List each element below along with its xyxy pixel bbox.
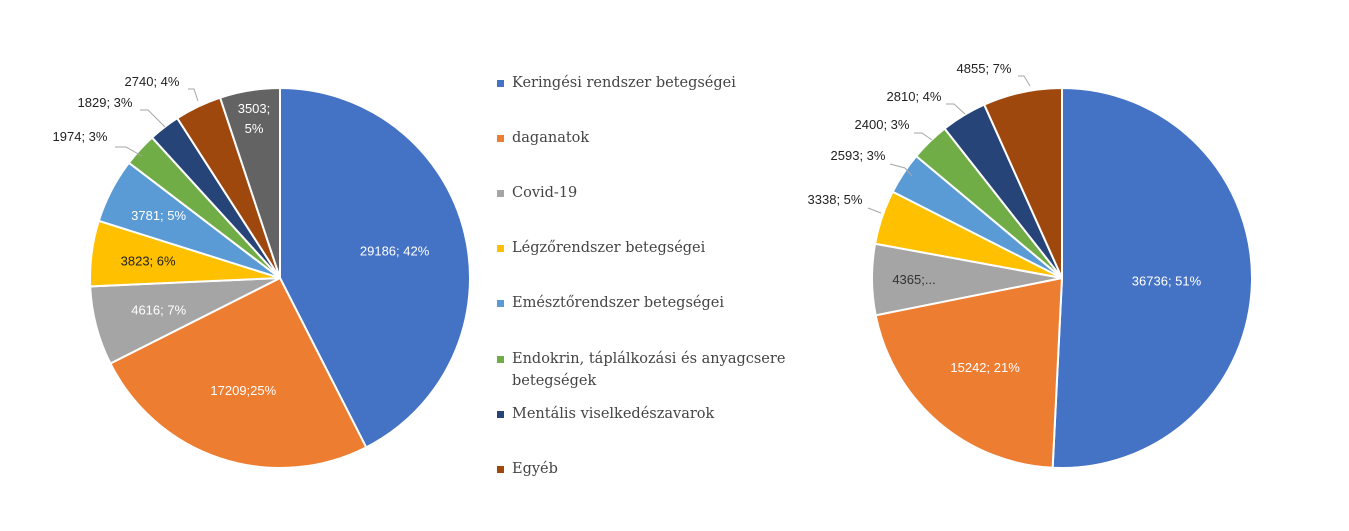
legend-label: Keringési rendszer betegségei <box>512 75 736 91</box>
pie-slice <box>218 86 281 279</box>
data-label: 1829; 3% <box>78 95 133 110</box>
data-label: 2810; 4% <box>887 89 942 104</box>
pie-chart-left: 29186; 42% 17209;25% 4616; 7% 3823; 6% 3781;… <box>53 74 471 469</box>
data-label: 1974; 3% <box>53 129 108 144</box>
leader-line <box>140 109 166 128</box>
pie-chart-right: 36736; 51% 15242; 21% 4365;... 3338; 5% 2593… <box>808 61 1253 469</box>
leader-line <box>914 132 933 141</box>
legend-swatch <box>497 80 504 87</box>
data-label: 2400; 3% <box>855 117 910 132</box>
leader-line <box>867 207 882 214</box>
legend-swatch <box>497 245 504 252</box>
data-label: 5% <box>245 121 264 136</box>
legend-swatch <box>497 411 504 418</box>
legend-swatch <box>497 356 504 363</box>
data-label: 29186; 42% <box>360 244 430 259</box>
legend-label: Emésztőrendszer betegségei <box>512 295 724 311</box>
legend-swatch <box>497 190 504 197</box>
legend-label: Mentális viselkedészavarok <box>512 406 715 422</box>
data-label: 15242; 21% <box>950 360 1020 375</box>
leader-line <box>115 146 143 157</box>
data-label: 4616; 7% <box>131 303 186 318</box>
data-label: 2593; 3% <box>831 148 886 163</box>
pie-slice <box>982 86 1063 279</box>
data-label: 2740; 4% <box>125 74 180 89</box>
data-label: 3338; 5% <box>808 192 863 207</box>
pie-slice <box>1051 86 1253 469</box>
data-label: 4855; 7% <box>957 61 1012 76</box>
legend-label: Légzőrendszer betegségei <box>512 240 706 256</box>
pie-slice <box>108 276 368 469</box>
leader-line <box>1018 75 1031 87</box>
legend-label: Egyéb <box>512 461 558 477</box>
leader-line <box>889 163 913 177</box>
legend-label: Covid-19 <box>512 185 578 201</box>
pie-slice <box>279 86 471 449</box>
data-label: 36736; 51% <box>1132 274 1202 289</box>
legend-label: Endokrin, táplálkozási és anyagcsere bet… <box>512 351 786 389</box>
legend-label: daganatok <box>512 130 590 146</box>
data-label: 3781; 5% <box>131 208 186 223</box>
leader-line <box>946 103 966 115</box>
data-label: 17209;25% <box>210 383 276 398</box>
leader-line <box>188 88 199 102</box>
data-label: 3503; <box>238 101 271 116</box>
pie-slice <box>874 276 1064 469</box>
legend-swatch <box>497 135 504 142</box>
legend-swatch <box>497 300 504 307</box>
legend-swatch <box>497 466 504 473</box>
data-label: 3823; 6% <box>121 254 176 269</box>
data-label: 4365;... <box>892 272 935 287</box>
